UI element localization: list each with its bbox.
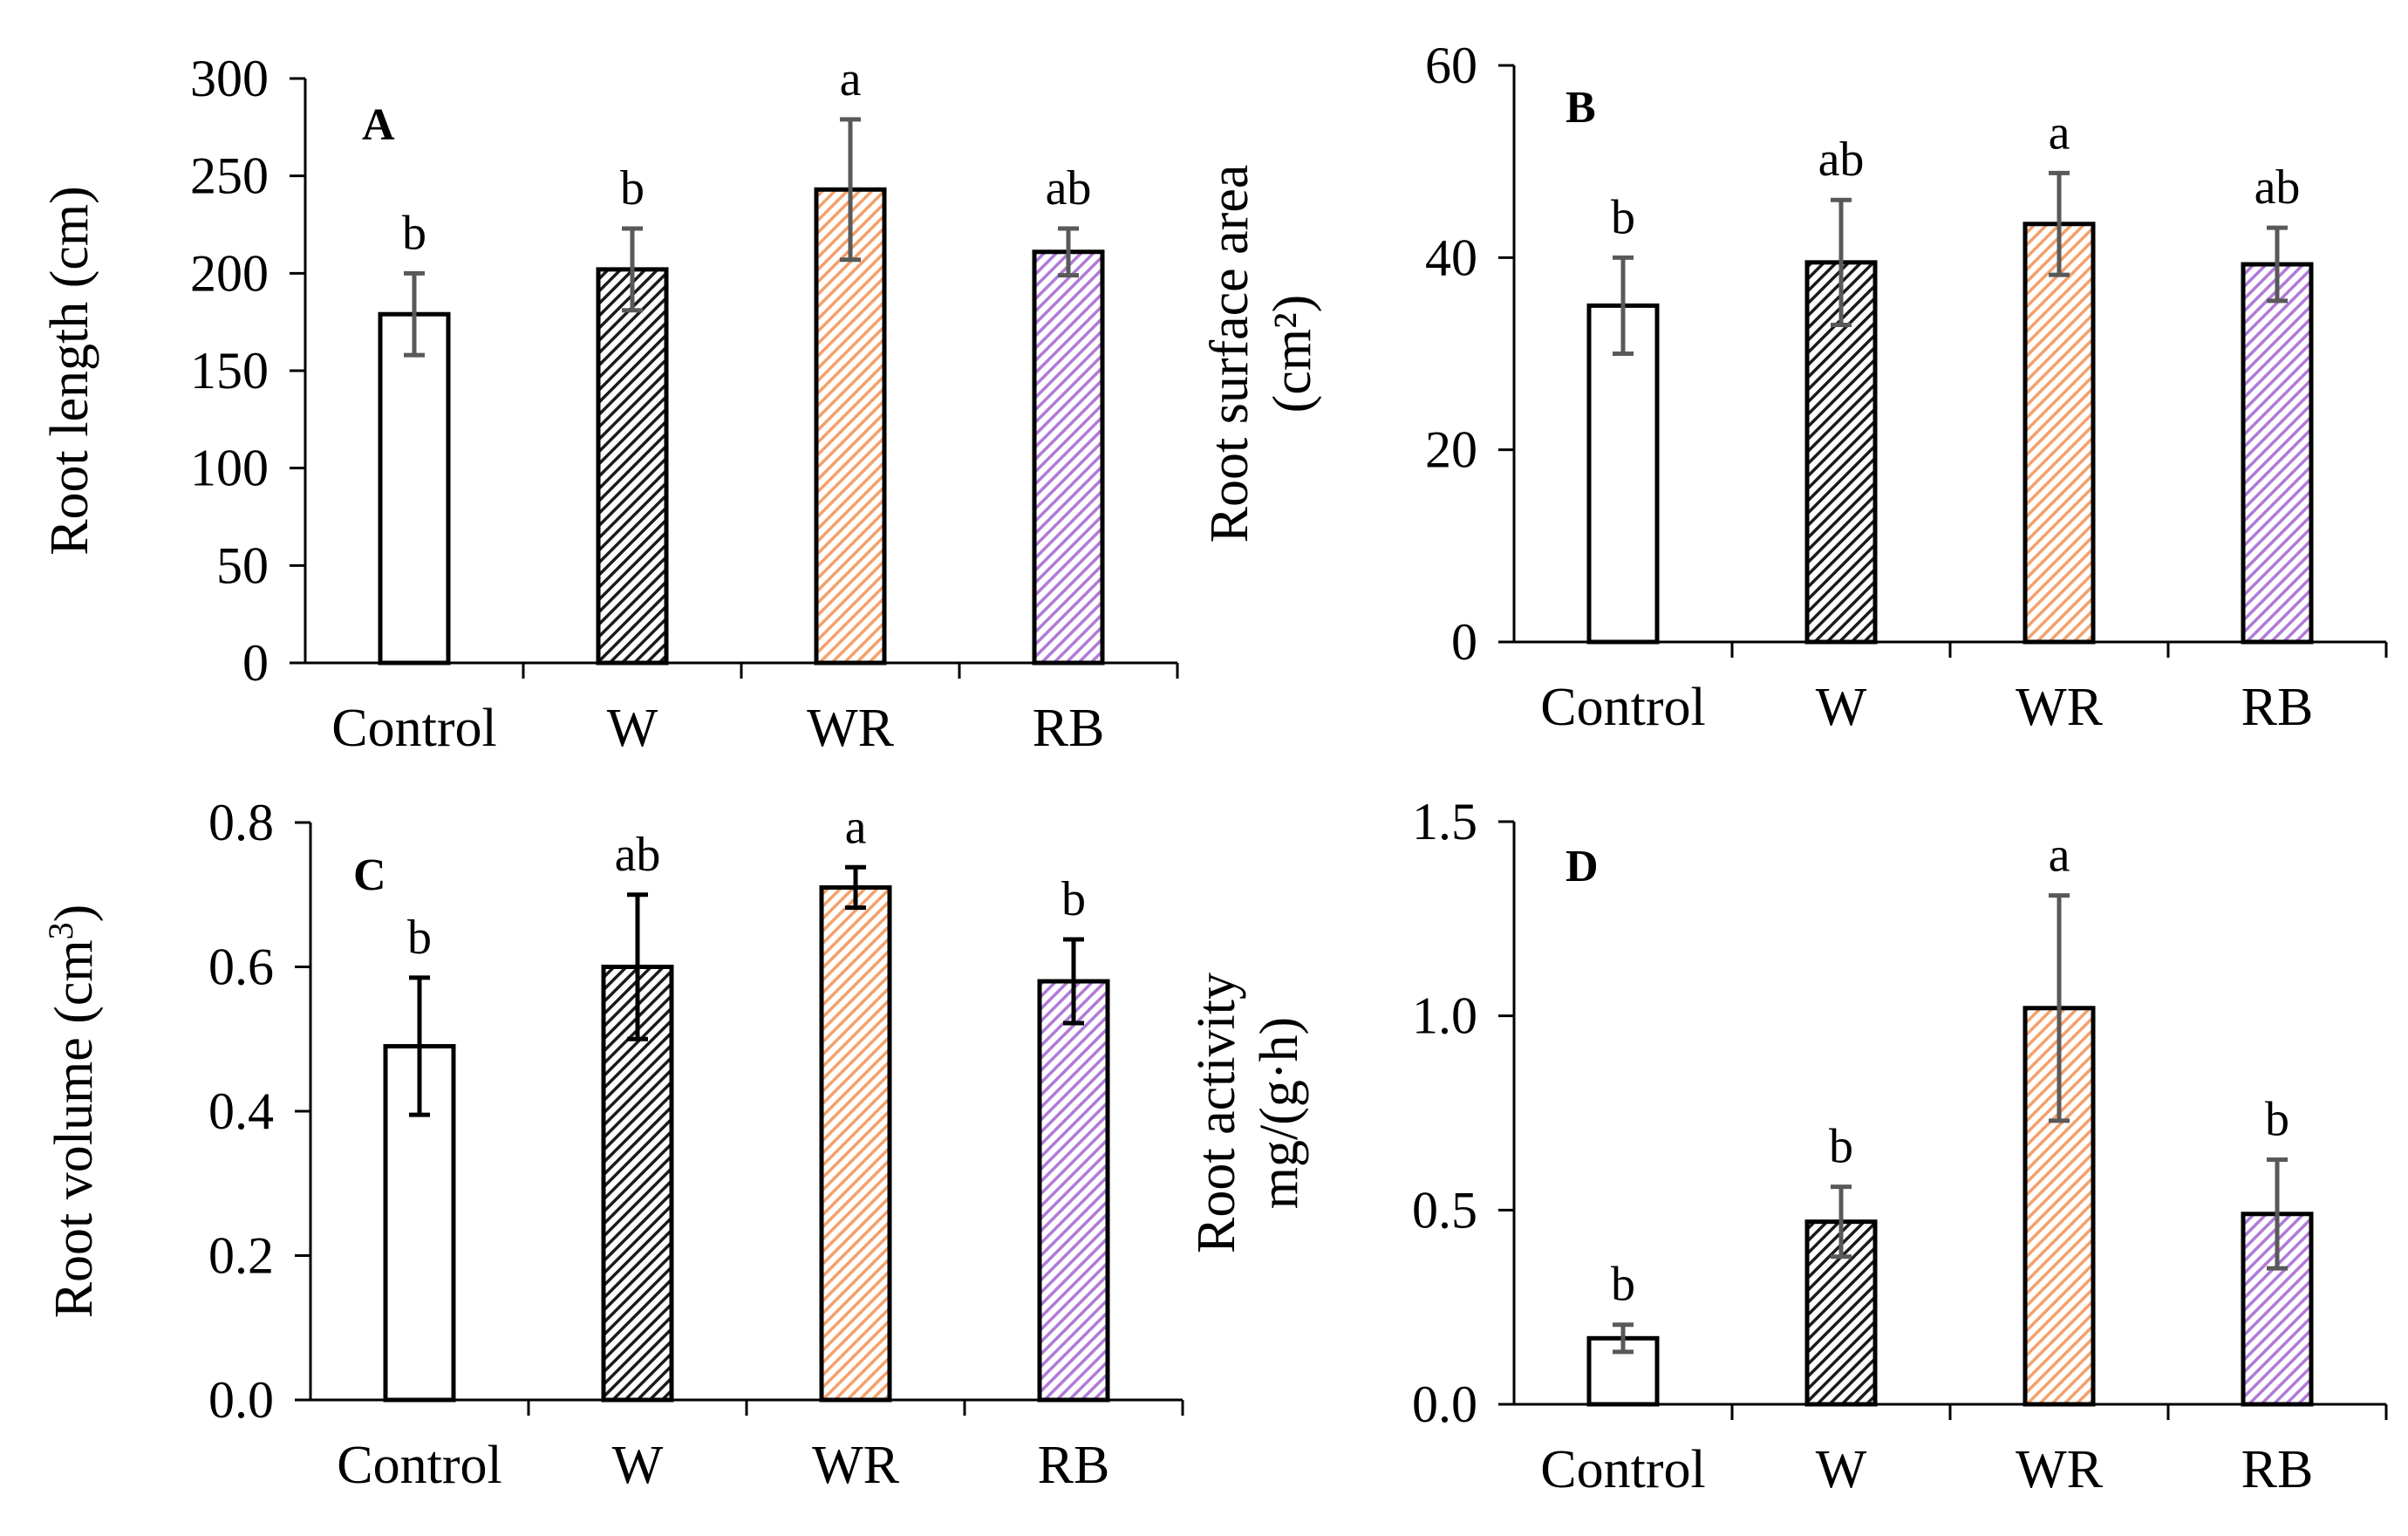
panel-a: 0 50 100 150 200 250 300 b Control b Wa WR ab RB A Root… [40,50,1179,758]
significance-label: ab [2255,160,2301,215]
error-bar [2049,170,2070,277]
y-tick-label: 60 [1425,37,1477,94]
y-axis-title-line2: (cm²) [1263,295,1322,413]
y-tick-label: 150 [190,342,269,399]
y-tick-label: 0.6 [208,939,274,996]
bar-rb [1032,249,1105,666]
panel-label: C [353,850,386,900]
error-bar [1063,937,1084,1026]
significance-label: b [2265,1092,2289,1146]
category-label: RB [2241,678,2314,737]
y-tick-label: 0 [242,634,269,692]
y-tick-label: 100 [190,440,269,497]
category-label: RB [2241,1440,2314,1499]
y-tick-label: 300 [190,50,269,107]
category-label: WR [2016,678,2104,737]
error-bar [2049,893,2070,1123]
y-tick-label: 40 [1425,229,1477,286]
significance-label: ab [1046,161,1092,215]
y-axis-title: Root surface area [1200,165,1259,543]
y-tick-label: 0.5 [1412,1181,1477,1239]
bar-rb [2241,262,2314,645]
y-tick-label: 20 [1425,421,1477,479]
category-label: Control [337,1436,501,1495]
error-bar [1831,1184,1852,1260]
significance-label: b [1829,1120,1853,1174]
error-bar [1831,197,1852,327]
error-bar [1613,255,1634,356]
category-label: W [607,699,658,758]
bar-control [378,311,451,666]
significance-label: a [840,52,862,106]
error-bar [2267,1157,2288,1271]
significance-label: a [2049,829,2070,883]
y-tick-label: 0 [1451,613,1477,671]
y-tick-label: 250 [190,147,269,205]
y-axis-title: Root activity [1187,973,1246,1253]
y-tick-label: 1.5 [1412,793,1477,850]
bar-control [1586,303,1660,645]
error-bar [409,975,430,1117]
significance-label: b [1611,190,1635,244]
error-bar [622,226,643,313]
category-label: W [612,1436,664,1495]
category-label: Control [331,699,496,758]
category-label: WR [807,699,895,758]
category-label: WR [2016,1440,2104,1499]
significance-label: ab [615,828,661,882]
category-label: RB [1038,1436,1110,1495]
category-label: Control [1540,1440,1705,1499]
y-tick-label: 0.4 [208,1082,274,1140]
error-bar [845,864,866,911]
category-label: RB [1033,699,1105,758]
significance-label: b [1611,1258,1635,1312]
bar-w [596,267,669,666]
panel-c: 0.0 0.2 0.4 0.6 0.8 b Control ab Wa WR b RB C Root vo… [41,794,1184,1495]
y-axis-title: Root length (cm) [40,186,99,556]
significance-label: b [402,206,426,260]
category-label: Control [1540,678,1705,737]
error-bar [1613,1322,1634,1355]
bar-wr [2023,222,2096,645]
panel-label: D [1566,842,1599,891]
category-label: WR [812,1436,900,1495]
y-axis-title-line2: mg/(g·h) [1250,1017,1309,1209]
category-label: W [1816,678,1867,737]
y-tick-label: 50 [216,536,269,594]
significance-label: a [2049,106,2070,160]
y-tick-label: 0.0 [1412,1376,1477,1433]
panel-label: A [362,100,395,150]
category-label: W [1816,1440,1867,1499]
error-bar [2267,225,2288,304]
significance-label: b [407,911,432,965]
y-tick-label: 200 [190,244,269,302]
error-bar [840,117,861,263]
significance-label: a [845,800,867,854]
y-tick-label: 0.2 [208,1227,274,1285]
error-bar [404,270,425,358]
y-tick-label: 0.8 [208,794,274,851]
significance-label: ab [1818,133,1865,187]
error-bar [627,892,648,1041]
y-axis-title: Root volume (cm3) [41,905,104,1319]
bar-wr [819,884,892,1403]
panel-b: 0 20 40 60 b Control ab Wa WR ab RB B Root surface a… [1200,37,2388,737]
panel-d: 0.0 0.5 1.0 1.5 b Control b Wa WR b RB D Root activi… [1187,793,2388,1499]
bar-rb [1037,979,1110,1403]
y-tick-label: 0.0 [208,1371,274,1429]
error-bar [1058,226,1079,278]
significance-label: b [1061,872,1086,926]
significance-label: b [620,161,645,215]
panel-label: B [1566,83,1596,133]
y-tick-label: 1.0 [1412,987,1477,1045]
